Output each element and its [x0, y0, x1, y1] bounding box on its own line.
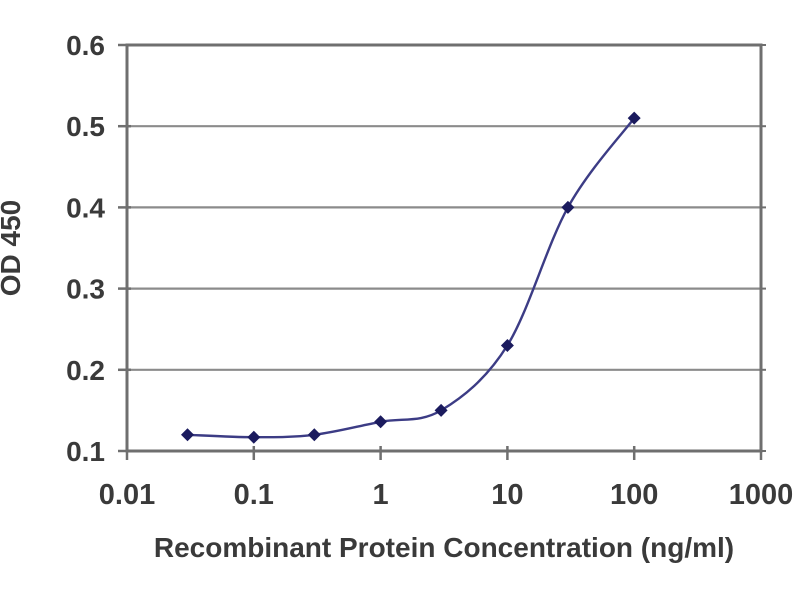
data-point-marker-0.1: [247, 430, 261, 444]
y-axis-title: OD 450: [0, 200, 26, 297]
x-tick-label: 0.1: [234, 479, 274, 511]
x-tick-label: 10: [491, 479, 523, 511]
data-point-marker-100: [627, 111, 641, 125]
y-tick-label: 0.3: [66, 274, 105, 305]
data-point-marker-0.3: [307, 428, 321, 442]
gridlines-group: [127, 43, 761, 453]
x-tick-label: 1: [373, 479, 389, 511]
y-tick-label: 0.4: [66, 192, 105, 223]
x-tick-label: 0.01: [99, 479, 155, 511]
y-tick-labels-group: 0.1 0.2 0.3 0.4 0.5 0.6: [66, 30, 105, 467]
y-tick-label: 0.6: [66, 30, 105, 61]
x-axis-title: Recombinant Protein Concentration (ng/ml…: [154, 532, 734, 563]
series-line: [187, 117, 636, 439]
data-point-marker-3: [434, 403, 448, 417]
y-tick-label: 0.1: [66, 436, 105, 467]
plot-frame-group: [125, 43, 763, 453]
y-tick-label: 0.2: [66, 355, 105, 386]
data-series-group: [180, 111, 641, 444]
x-tick-labels-group: 0.01 0.1 1 10 100 1000: [99, 479, 793, 511]
y-tick-label: 0.5: [66, 111, 105, 142]
x-tick-label: 100: [610, 479, 658, 511]
data-point-marker-30: [561, 200, 575, 214]
tick-marks-group: [118, 43, 766, 460]
data-point-marker-0.03: [180, 428, 194, 442]
x-tick-label: 1000: [729, 479, 794, 511]
plot-frame: [125, 43, 763, 453]
data-point-marker-10: [500, 338, 514, 352]
data-point-marker-1: [374, 415, 388, 429]
